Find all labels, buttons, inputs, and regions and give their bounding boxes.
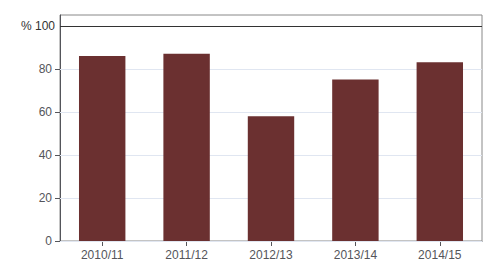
- svg-text:80: 80: [39, 62, 53, 76]
- svg-text:2014/15: 2014/15: [418, 248, 462, 262]
- svg-text:2012/13: 2012/13: [249, 248, 293, 262]
- svg-text:2011/12: 2011/12: [165, 248, 208, 262]
- svg-text:0: 0: [45, 234, 52, 248]
- svg-text:40: 40: [39, 148, 53, 162]
- svg-text:20: 20: [39, 191, 53, 205]
- svg-text:60: 60: [39, 105, 53, 119]
- svg-text:2013/14: 2013/14: [334, 248, 378, 262]
- svg-text:% 100: % 100: [21, 19, 55, 33]
- svg-text:2010/11: 2010/11: [81, 248, 124, 262]
